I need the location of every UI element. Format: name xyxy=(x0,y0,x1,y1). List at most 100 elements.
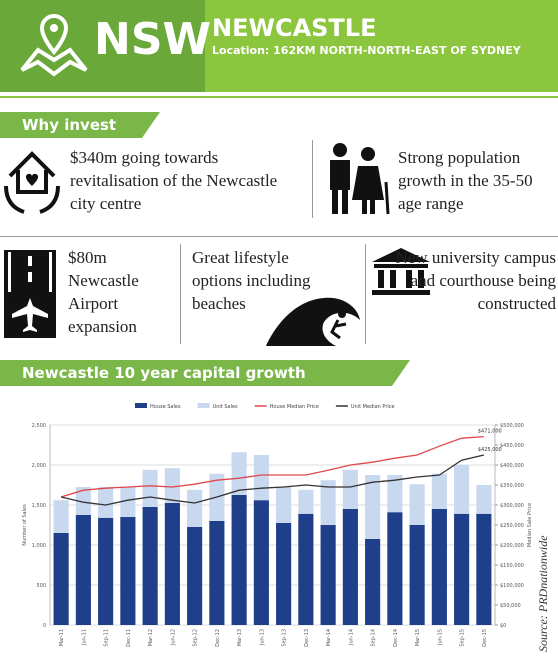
x-tick-label: Mar-14 xyxy=(326,629,332,646)
bar xyxy=(142,507,158,625)
item-text: Strong population growth in the 35-50 ag… xyxy=(398,148,533,213)
bar xyxy=(298,489,314,514)
bar xyxy=(476,485,492,514)
bar xyxy=(298,513,314,625)
bar xyxy=(187,527,203,625)
bar xyxy=(320,480,336,525)
legend-swatch xyxy=(135,403,147,408)
x-tick-label: Jun-12 xyxy=(170,629,176,646)
rule xyxy=(0,96,558,98)
y-tick-label: 0 xyxy=(43,623,46,629)
map-icon xyxy=(20,13,88,77)
y-tick-label: 1,500 xyxy=(32,503,46,509)
y2-tick-label: $350,000 xyxy=(500,483,524,489)
subtitle: Location: 162KM NORTH-NORTH-EAST OF SYDN… xyxy=(212,44,521,57)
x-tick-label: Jun-14 xyxy=(348,629,354,646)
item-text: $340m going towards revitalisation of th… xyxy=(70,148,278,213)
legend-label: House Sales xyxy=(150,404,181,410)
bar xyxy=(387,475,403,513)
y2-tick-label: $0 xyxy=(500,623,506,629)
bar xyxy=(365,539,381,625)
x-tick-label: Mar-13 xyxy=(237,629,243,646)
item-text: $80m Newcastle Airport expansion xyxy=(68,248,139,336)
x-tick-label: Sep-11 xyxy=(104,629,110,647)
y-tick-label: 500 xyxy=(36,583,46,589)
line xyxy=(60,454,485,506)
y-axis-title: Number of Sales xyxy=(22,504,28,546)
bar xyxy=(98,517,114,625)
bar xyxy=(120,517,136,625)
bar xyxy=(164,468,180,503)
item-text: New university campus and courthouse bei… xyxy=(395,248,556,313)
bar xyxy=(431,473,447,509)
bar xyxy=(120,487,136,517)
bar xyxy=(164,503,180,625)
item-text: Great lifestyle options including beache… xyxy=(192,248,311,313)
y2-tick-label: $100,000 xyxy=(500,583,524,589)
bar xyxy=(365,475,381,539)
bar xyxy=(253,500,269,625)
y2-tick-label: $200,000 xyxy=(500,543,524,549)
y-tick-label: 1,000 xyxy=(32,543,46,549)
bar xyxy=(454,465,470,514)
divider xyxy=(0,236,558,237)
bar xyxy=(276,487,292,523)
bar xyxy=(253,455,269,501)
value-label: $425,000 xyxy=(478,447,502,453)
chart: 0 500 1,000 1,500 2,000 2,500 $0 $50,000 $100,00… xyxy=(22,403,533,647)
y2-tick-label: $50,000 xyxy=(500,603,521,609)
bar xyxy=(98,487,114,518)
building-icon xyxy=(372,248,430,295)
y2-axis-title: Median Sale Price xyxy=(527,503,533,547)
y-tick-label: 2,000 xyxy=(32,463,46,469)
x-tick-label: Dec-13 xyxy=(304,629,310,647)
bar xyxy=(431,509,447,625)
bar xyxy=(276,523,292,625)
bar xyxy=(387,512,403,625)
bar xyxy=(231,495,247,625)
bar xyxy=(320,525,336,625)
header-right xyxy=(205,0,558,92)
bar xyxy=(53,533,69,625)
bar xyxy=(231,452,247,495)
bar xyxy=(476,513,492,625)
airport-icon xyxy=(4,250,56,338)
chart-heading: Newcastle 10 year capital growth xyxy=(0,360,410,386)
x-tick-label: Mar-11 xyxy=(59,629,65,646)
bar xyxy=(409,484,425,525)
header-left xyxy=(0,0,205,92)
why-heading: Why invest xyxy=(0,112,160,138)
legend-label: Unit Median Price xyxy=(351,404,395,410)
legend-swatch xyxy=(197,403,210,408)
divider xyxy=(312,140,313,218)
divider xyxy=(365,244,366,344)
x-tick-label: Dec-11 xyxy=(126,629,132,647)
bar xyxy=(75,487,91,515)
bar xyxy=(75,515,91,625)
x-tick-label: Dec-14 xyxy=(393,629,399,647)
x-tick-label: Jun-13 xyxy=(259,629,265,646)
source: Source: PRDnationwide xyxy=(536,535,550,652)
state: NSW xyxy=(94,14,212,65)
plot-frame xyxy=(49,424,496,626)
y2-tick-label: $500,000 xyxy=(500,423,524,429)
x-tick-label: Dec-15 xyxy=(482,629,488,647)
x-tick-label: Sep-15 xyxy=(460,629,466,647)
bar xyxy=(454,513,470,625)
title: NEWCASTLE xyxy=(212,14,377,42)
bar xyxy=(209,521,225,625)
x-tick-label: Sep-13 xyxy=(282,629,288,647)
x-tick-label: Dec-12 xyxy=(215,629,221,647)
line xyxy=(60,435,484,498)
divider xyxy=(180,244,181,344)
x-tick-label: Sep-14 xyxy=(371,629,377,647)
value-label: $471,000 xyxy=(478,429,502,435)
x-tick-label: Mar-12 xyxy=(148,629,154,646)
legend-label: House Median Price xyxy=(270,404,319,410)
bar xyxy=(142,469,158,507)
y2-tick-label: $250,000 xyxy=(500,523,524,529)
y2-tick-label: $150,000 xyxy=(500,563,524,569)
y-tick-label: 2,500 xyxy=(32,423,46,429)
house-icon xyxy=(4,151,60,214)
